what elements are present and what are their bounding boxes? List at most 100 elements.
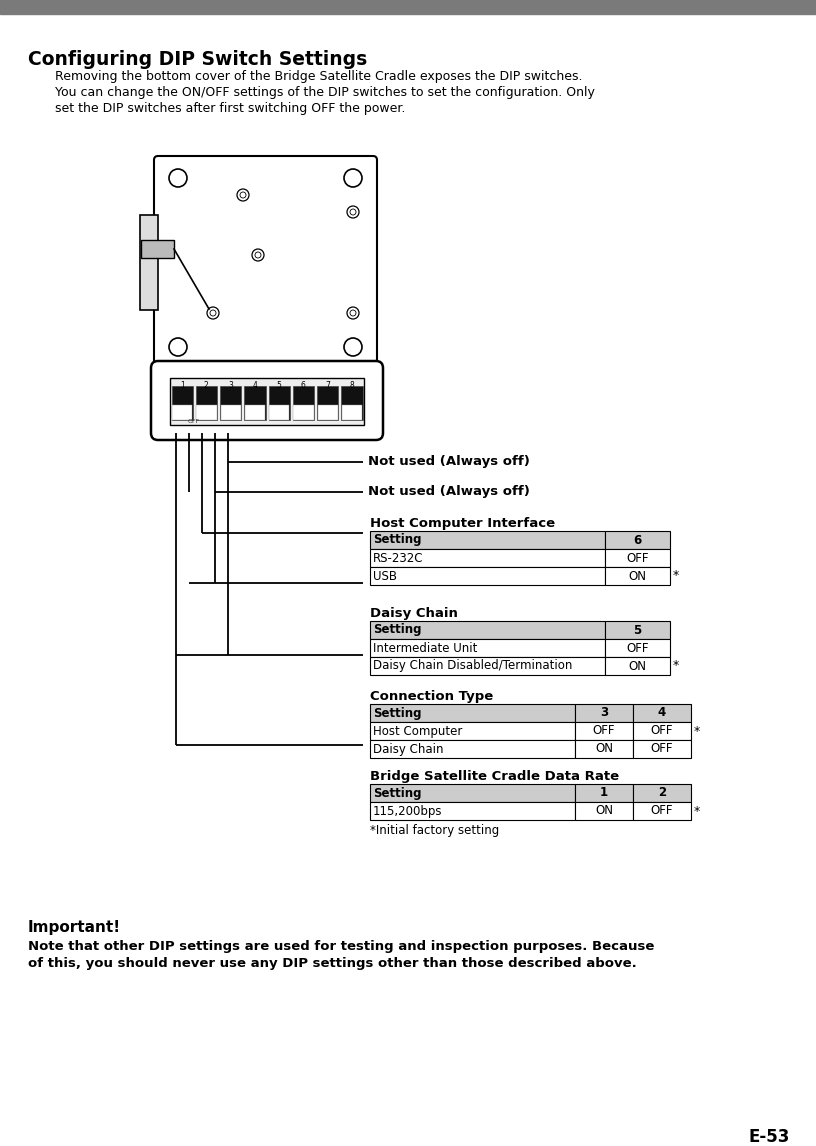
Text: 2: 2	[204, 380, 209, 390]
Text: Connection Type: Connection Type	[370, 690, 493, 702]
Bar	[605, 567, 670, 584]
Circle shape	[350, 311, 356, 316]
Text: *Initial factory setting: *Initial factory setting	[370, 824, 499, 837]
Bar	[172, 405, 193, 419]
Bar	[171, 386, 193, 419]
Bar	[317, 405, 338, 419]
Text: Host Computer Interface: Host Computer Interface	[370, 517, 555, 529]
Text: Intermediate Unit: Intermediate Unit	[373, 642, 477, 654]
Bar	[293, 386, 314, 419]
Bar	[370, 549, 605, 567]
Circle shape	[210, 311, 216, 316]
Bar	[140, 215, 158, 311]
Circle shape	[169, 338, 187, 356]
Text: OFF: OFF	[650, 804, 673, 817]
Text: 4: 4	[252, 380, 257, 390]
Text: Setting: Setting	[373, 534, 422, 547]
Text: Setting: Setting	[373, 623, 422, 636]
Bar	[370, 784, 575, 802]
Text: OFF: OFF	[188, 419, 201, 424]
Text: RS-232C: RS-232C	[373, 551, 424, 565]
Bar	[197, 405, 216, 419]
Text: Setting: Setting	[373, 706, 422, 720]
Bar	[575, 722, 633, 740]
Text: Daisy Chain: Daisy Chain	[373, 743, 444, 755]
Text: Not used (Always off): Not used (Always off)	[368, 455, 530, 469]
Bar	[575, 740, 633, 758]
Text: *: *	[673, 570, 679, 582]
Bar	[196, 386, 217, 419]
Text: 6: 6	[633, 534, 641, 547]
Bar	[370, 621, 605, 639]
Text: ON: ON	[628, 659, 646, 673]
Bar	[575, 704, 633, 722]
Circle shape	[207, 307, 219, 319]
Text: ON: ON	[628, 570, 646, 582]
Text: USB: USB	[373, 570, 397, 582]
Bar	[170, 378, 364, 425]
Circle shape	[344, 338, 362, 356]
Bar	[268, 386, 290, 419]
Text: Daisy Chain Disabled/Termination: Daisy Chain Disabled/Termination	[373, 659, 572, 673]
Circle shape	[237, 189, 249, 201]
Bar	[370, 722, 575, 740]
Text: Daisy Chain: Daisy Chain	[370, 607, 458, 620]
Text: You can change the ON/OFF settings of the DIP switches to set the configuration.: You can change the ON/OFF settings of th…	[55, 86, 595, 99]
Bar	[605, 549, 670, 567]
Text: Bridge Satellite Cradle Data Rate: Bridge Satellite Cradle Data Rate	[370, 770, 619, 783]
Bar	[342, 405, 362, 419]
Text: OFF: OFF	[650, 724, 673, 738]
Bar	[633, 722, 691, 740]
Bar	[370, 740, 575, 758]
Circle shape	[255, 252, 261, 258]
Bar	[370, 567, 605, 584]
Bar	[605, 531, 670, 549]
Text: 3: 3	[228, 380, 233, 390]
Bar	[0, 0, 816, 14]
Bar	[575, 802, 633, 821]
Text: 1: 1	[600, 786, 608, 800]
Text: 3: 3	[600, 706, 608, 720]
Bar	[633, 802, 691, 821]
Text: 7: 7	[326, 380, 330, 390]
Bar	[244, 386, 265, 419]
Text: OFF: OFF	[650, 743, 673, 755]
Text: Important!: Important!	[28, 920, 121, 935]
Bar	[293, 405, 313, 419]
Text: 5: 5	[633, 623, 641, 636]
Text: OFF: OFF	[626, 642, 649, 654]
Bar	[370, 802, 575, 821]
Bar	[370, 704, 575, 722]
Text: 2: 2	[658, 786, 666, 800]
Text: ON: ON	[595, 743, 613, 755]
Text: 5: 5	[277, 380, 282, 390]
Bar	[220, 405, 241, 419]
Bar	[633, 784, 691, 802]
Bar	[633, 704, 691, 722]
Text: OFF: OFF	[592, 724, 615, 738]
Text: *: *	[694, 724, 700, 738]
Circle shape	[347, 307, 359, 319]
Bar	[317, 386, 339, 419]
Text: E-53: E-53	[748, 1128, 790, 1146]
Text: 1: 1	[180, 380, 184, 390]
Circle shape	[252, 249, 264, 261]
Text: Note that other DIP settings are used for testing and inspection purposes. Becau: Note that other DIP settings are used fo…	[28, 940, 654, 953]
Circle shape	[169, 168, 187, 187]
Bar	[633, 740, 691, 758]
Text: Setting: Setting	[373, 786, 422, 800]
Bar	[370, 657, 605, 675]
Bar	[605, 621, 670, 639]
Text: set the DIP switches after first switching OFF the power.: set the DIP switches after first switchi…	[55, 102, 406, 115]
Text: Host Computer: Host Computer	[373, 724, 463, 738]
FancyBboxPatch shape	[154, 156, 377, 369]
Bar	[245, 405, 265, 419]
Circle shape	[347, 206, 359, 218]
Bar	[269, 405, 289, 419]
Text: 4: 4	[658, 706, 666, 720]
Circle shape	[344, 168, 362, 187]
Text: *: *	[694, 804, 700, 817]
Circle shape	[350, 209, 356, 215]
Circle shape	[240, 193, 246, 198]
Bar	[575, 784, 633, 802]
